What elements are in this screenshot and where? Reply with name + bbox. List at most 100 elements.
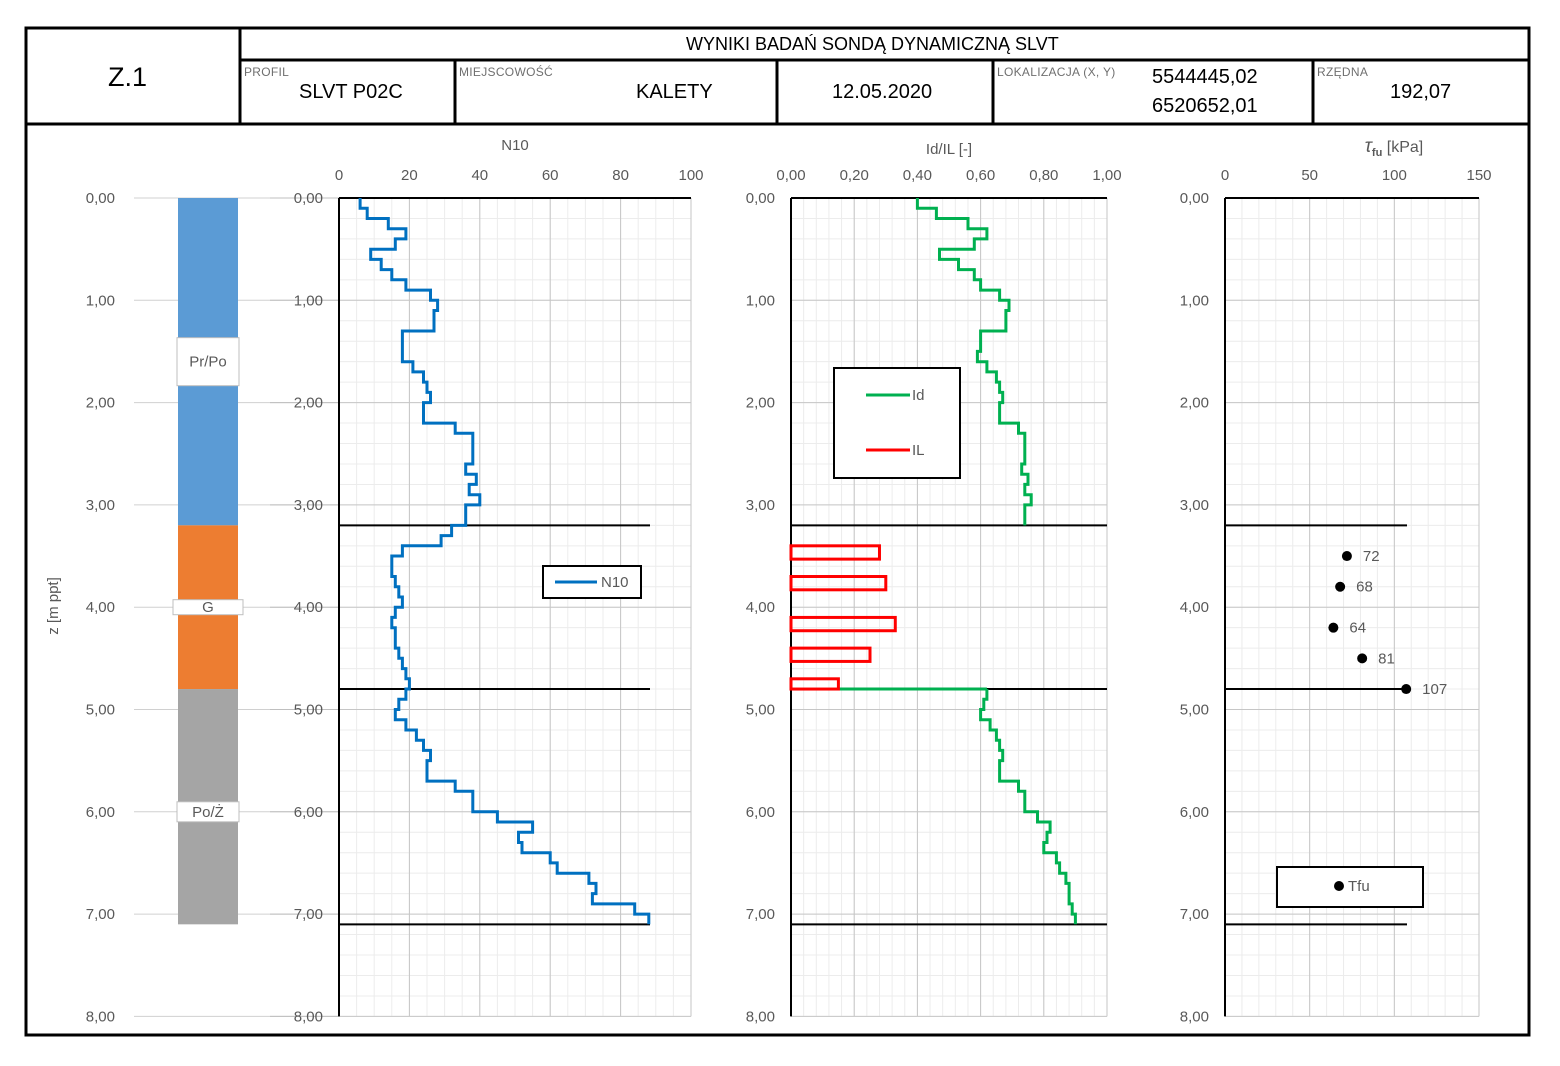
y-tick-label: 5,00 xyxy=(294,702,323,719)
profil-label: PROFIL xyxy=(244,65,290,79)
y-tick-label: 1,00 xyxy=(746,292,775,309)
outer-frame xyxy=(24,26,1531,1037)
tfu-point xyxy=(1401,684,1412,695)
x-tick-label: 0 xyxy=(1221,167,1229,184)
id-series-line-lower xyxy=(979,689,1077,925)
profile-tick-label: 6,00 xyxy=(86,804,115,821)
y-tick-label: 3,00 xyxy=(1180,497,1209,514)
tfu-data-label: 68 xyxy=(1356,579,1373,596)
soil-layer-label: G xyxy=(202,599,214,616)
tfu-data-label: 64 xyxy=(1349,620,1366,637)
soil-layer-label: Pr/Po xyxy=(189,354,227,371)
x-tick-label: 80 xyxy=(612,167,629,184)
legend-n10-label: N10 xyxy=(601,574,629,591)
soil-label-box xyxy=(176,337,240,387)
tfu-point xyxy=(1341,551,1352,562)
chart-title-n10: N10 xyxy=(501,137,529,154)
x-tick-label: 100 xyxy=(1382,167,1407,184)
y-tick-label: 2,00 xyxy=(746,395,775,412)
il-bar xyxy=(789,615,897,633)
il-bar xyxy=(789,575,888,592)
tfu-point xyxy=(1335,581,1346,592)
x-tick-label: 0,20 xyxy=(840,167,869,184)
legend-il-label: IL xyxy=(912,442,925,459)
x-tick-label: 0,00 xyxy=(776,167,805,184)
chart-title-idil: Id/IL [-] xyxy=(926,141,972,158)
lokalizacja-cell: LOKALIZACJA (X, Y) 5544445,02 6520652,01 xyxy=(994,61,1312,123)
date-cell: 12.05.2020 xyxy=(778,61,992,123)
y-tick-label: 8,00 xyxy=(746,1008,775,1025)
x-tick-label: 20 xyxy=(401,167,418,184)
tfu-data-label: 107 xyxy=(1422,681,1447,698)
tfu-point xyxy=(1328,622,1339,633)
y-tick-label: 8,00 xyxy=(1180,1008,1209,1025)
x-tick-label: 50 xyxy=(1301,167,1318,184)
soil-label-box xyxy=(172,599,244,616)
profil-value: SLVT P02C xyxy=(299,81,403,103)
x-tick-label: 100 xyxy=(678,167,703,184)
y-tick-label: 2,00 xyxy=(1180,395,1209,412)
y-tick-label: 1,00 xyxy=(1180,292,1209,309)
n10-series-line xyxy=(358,198,651,925)
x-tick-label: 150 xyxy=(1466,167,1491,184)
y-coordinate: 6520652,01 xyxy=(1152,95,1258,117)
profile-tick-label: 1,00 xyxy=(86,292,115,309)
profil-cell: PROFIL SLVT P02C xyxy=(241,61,455,123)
y-tick-label: 0,00 xyxy=(1180,190,1209,207)
lokalizacja-label: LOKALIZACJA (X, Y) xyxy=(997,65,1116,79)
x-coordinate: 5544445,02 xyxy=(1152,66,1258,88)
profile-tick-label: 7,00 xyxy=(86,906,115,923)
profile-tick-label: 4,00 xyxy=(86,599,115,616)
tfu-point xyxy=(1357,653,1368,664)
profile-tick-label: 2,00 xyxy=(86,395,115,412)
tfu-data-label: 81 xyxy=(1378,650,1395,667)
y-tick-label: 5,00 xyxy=(1180,702,1209,719)
tfu-title-symbol: τ xyxy=(1365,136,1374,157)
il-bar xyxy=(789,544,881,561)
y-tick-label: 6,00 xyxy=(294,804,323,821)
x-tick-label: 0,40 xyxy=(903,167,932,184)
tfu-data-label: 72 xyxy=(1363,548,1380,565)
y-tick-label: 1,00 xyxy=(294,292,323,309)
il-bar xyxy=(789,677,840,691)
rzedna-value: 192,07 xyxy=(1390,81,1452,103)
legend-id-label: Id xyxy=(912,387,925,404)
soil-layer-label: Po/Ż xyxy=(192,803,224,821)
y-tick-label: 4,00 xyxy=(746,599,775,616)
y-tick-label: 7,00 xyxy=(746,906,775,923)
y-tick-label: 3,00 xyxy=(746,497,775,514)
y-tick-label: 6,00 xyxy=(1180,804,1209,821)
chart-title-tfu: τfu [kPa] xyxy=(1365,136,1423,159)
y-tick-label: 4,00 xyxy=(1180,599,1209,616)
y-tick-label: 3,00 xyxy=(294,497,323,514)
tfu-title-unit: [kPa] xyxy=(1382,139,1423,156)
miejscowosc-cell: MIEJSCOWOŚĆ KALETY xyxy=(456,61,776,123)
x-tick-label: 0,60 xyxy=(966,167,995,184)
y-tick-label: 0,00 xyxy=(294,190,323,207)
y-tick-label: 5,00 xyxy=(746,702,775,719)
id-series-line-upper xyxy=(915,198,1033,526)
profile-tick-label: 3,00 xyxy=(86,497,115,514)
y-tick-label: 8,00 xyxy=(294,1008,323,1025)
sheet-code: Z.1 xyxy=(108,62,148,92)
profile-tick-label: 8,00 xyxy=(86,1008,115,1025)
tfu-title-subscript: fu xyxy=(1372,147,1382,159)
miejscowosc-label: MIEJSCOWOŚĆ xyxy=(459,65,553,79)
legend-tfu-swatch xyxy=(1334,881,1344,891)
x-tick-label: 60 xyxy=(542,167,559,184)
soil-label-box xyxy=(176,801,240,823)
rzedna-label: RZĘDNA xyxy=(1317,65,1369,79)
y-tick-label: 2,00 xyxy=(294,395,323,412)
legend-idil xyxy=(833,367,961,479)
x-tick-label: 0 xyxy=(335,167,343,184)
profile-tick-label: 0,00 xyxy=(86,190,115,207)
date-value: 12.05.2020 xyxy=(832,81,933,103)
y-tick-label: 6,00 xyxy=(746,804,775,821)
x-tick-label: 1,00 xyxy=(1092,167,1121,184)
legend-tfu-label: Tfu xyxy=(1348,878,1370,895)
il-bar xyxy=(789,646,872,663)
rzedna-cell: RZĘDNA 192,07 xyxy=(1314,61,1528,123)
y-tick-label: 7,00 xyxy=(1180,906,1209,923)
